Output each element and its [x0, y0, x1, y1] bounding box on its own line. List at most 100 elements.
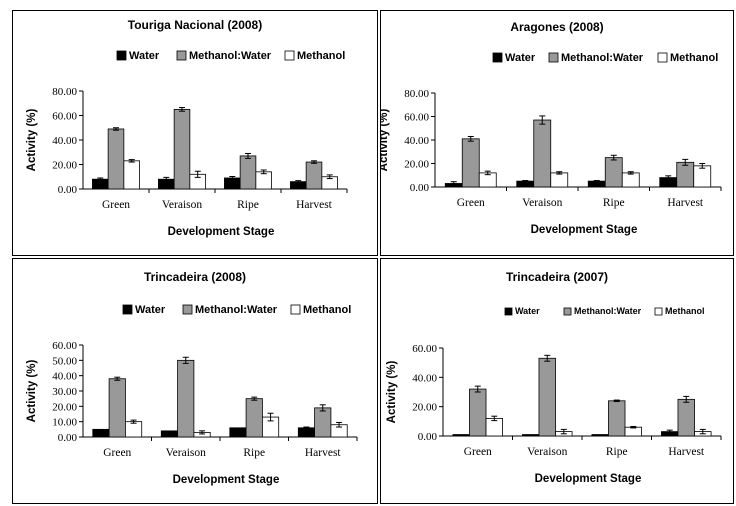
legend-swatch: [176, 50, 187, 61]
legend-label: Methanol:Water: [189, 50, 272, 62]
legend-label: Water: [515, 306, 540, 316]
bar: [624, 426, 642, 437]
y-tick-label: 80.00: [52, 86, 77, 98]
bar: [305, 161, 323, 190]
bar: [92, 428, 110, 438]
x-tick-label: Ripe: [237, 199, 259, 211]
bar: [107, 128, 125, 190]
chart-panel-trincadeira-2007: Trincadeira (2007) Water Methanol:Water Met…: [380, 258, 734, 504]
bar: [452, 434, 470, 437]
bar: [533, 119, 552, 188]
y-axis-label: Activity (%): [381, 109, 390, 172]
x-tick-label: Green: [464, 446, 492, 458]
bar: [550, 172, 569, 188]
y-tick-label: 20.00: [412, 402, 437, 414]
y-tick-label: 60.00: [52, 111, 77, 123]
legend-label: Methanol:Water: [574, 306, 642, 316]
chart-svg: Touriga Nacional (2008) Water Methanol:Wat…: [26, 18, 348, 238]
x-tick-label: Ripe: [603, 197, 625, 209]
legend-swatch: [116, 50, 127, 61]
y-tick-label: 60.00: [412, 343, 437, 355]
x-tick-label: Veraison: [527, 446, 567, 458]
y-tick-label: 60.00: [52, 340, 77, 352]
legend-swatch: [504, 307, 513, 316]
y-tick-label: 80.00: [404, 88, 429, 100]
bar: [538, 357, 556, 437]
x-tick-label: Veraison: [522, 197, 562, 209]
bar: [591, 434, 609, 437]
legend-label: Water: [129, 50, 160, 62]
bar: [677, 398, 695, 437]
legend-swatch: [290, 304, 301, 315]
legend-label: Methanol:Water: [195, 304, 278, 316]
chart-svg: Aragones (2008) Water Methanol:Water Methan…: [381, 20, 722, 236]
chart-panel-touriga-2008: Touriga Nacional (2008) Water Methanol:Wat…: [12, 10, 378, 256]
x-tick-label: Green: [457, 197, 485, 209]
chart-title: Trincadeira (2007): [506, 270, 608, 284]
y-tick-label: 30.00: [52, 386, 77, 398]
y-tick-label: 40.00: [52, 371, 77, 383]
y-tick-label: 40.00: [52, 135, 77, 147]
chart-title: Aragones (2008): [510, 20, 603, 34]
x-tick-label: Harvest: [668, 446, 705, 458]
y-tick-label: 40.00: [404, 135, 429, 147]
legend-swatch: [657, 52, 668, 63]
bar: [522, 434, 540, 437]
bar: [314, 407, 332, 438]
bar: [125, 421, 143, 438]
bar: [604, 157, 623, 188]
legend-label: Methanol:Water: [561, 52, 644, 64]
x-tick-label: Veraison: [166, 447, 206, 459]
y-tick-label: 0.00: [58, 184, 78, 196]
chart-panel-trincadeira-2008: Trincadeira (2008) Water Methanol:Water Met…: [12, 258, 378, 504]
legend-label: Water: [135, 304, 166, 316]
bar: [461, 138, 480, 188]
bar: [108, 378, 126, 438]
x-tick-label: Ripe: [243, 447, 265, 459]
y-tick-label: 20.00: [404, 159, 429, 171]
legend-swatch: [492, 52, 503, 63]
x-axis-label: Development Stage: [531, 224, 638, 236]
bar: [693, 165, 712, 188]
bar: [676, 161, 695, 188]
legend-swatch: [182, 304, 193, 315]
bar: [177, 359, 195, 438]
y-tick-label: 0.00: [410, 182, 430, 194]
bar: [229, 427, 247, 438]
legend-swatch: [654, 307, 663, 316]
bar: [239, 155, 257, 190]
bar: [469, 388, 487, 437]
x-axis-label: Development Stage: [535, 473, 642, 485]
legend-label: Methanol: [665, 306, 705, 316]
legend-label: Methanol: [670, 52, 718, 64]
legend-label: Water: [505, 52, 536, 64]
x-tick-label: Harvest: [667, 197, 704, 209]
x-axis-label: Development Stage: [173, 474, 280, 486]
y-axis-label: Activity (%): [26, 360, 38, 423]
bar: [255, 171, 272, 190]
x-tick-label: Harvest: [305, 447, 342, 459]
legend-swatch: [122, 304, 133, 315]
bar: [621, 172, 640, 188]
y-tick-label: 0.00: [58, 432, 78, 444]
bar: [297, 427, 315, 438]
bar: [608, 400, 626, 437]
chart-svg: Trincadeira (2008) Water Methanol:Water Met…: [26, 270, 358, 486]
x-tick-label: Green: [103, 447, 131, 459]
y-tick-label: 50.00: [52, 355, 77, 367]
legend-swatch: [563, 307, 572, 316]
chart-title: Trincadeira (2008): [144, 270, 246, 284]
legend-label: Methanol: [297, 50, 345, 62]
y-tick-label: 20.00: [52, 401, 77, 413]
x-tick-label: Veraison: [162, 199, 202, 211]
bar: [123, 160, 140, 190]
y-tick-label: 60.00: [404, 112, 429, 124]
y-tick-label: 10.00: [52, 417, 77, 429]
chart-svg: Trincadeira (2007) Water Methanol:Water Met…: [386, 270, 722, 485]
bar: [160, 430, 178, 438]
chart-panel-aragones-2008: Aragones (2008) Water Methanol:Water Methan…: [380, 10, 734, 256]
y-axis-label: Activity (%): [26, 109, 38, 172]
y-axis-label: Activity (%): [386, 361, 398, 424]
x-tick-label: Harvest: [296, 199, 333, 211]
legend-swatch: [284, 50, 295, 61]
